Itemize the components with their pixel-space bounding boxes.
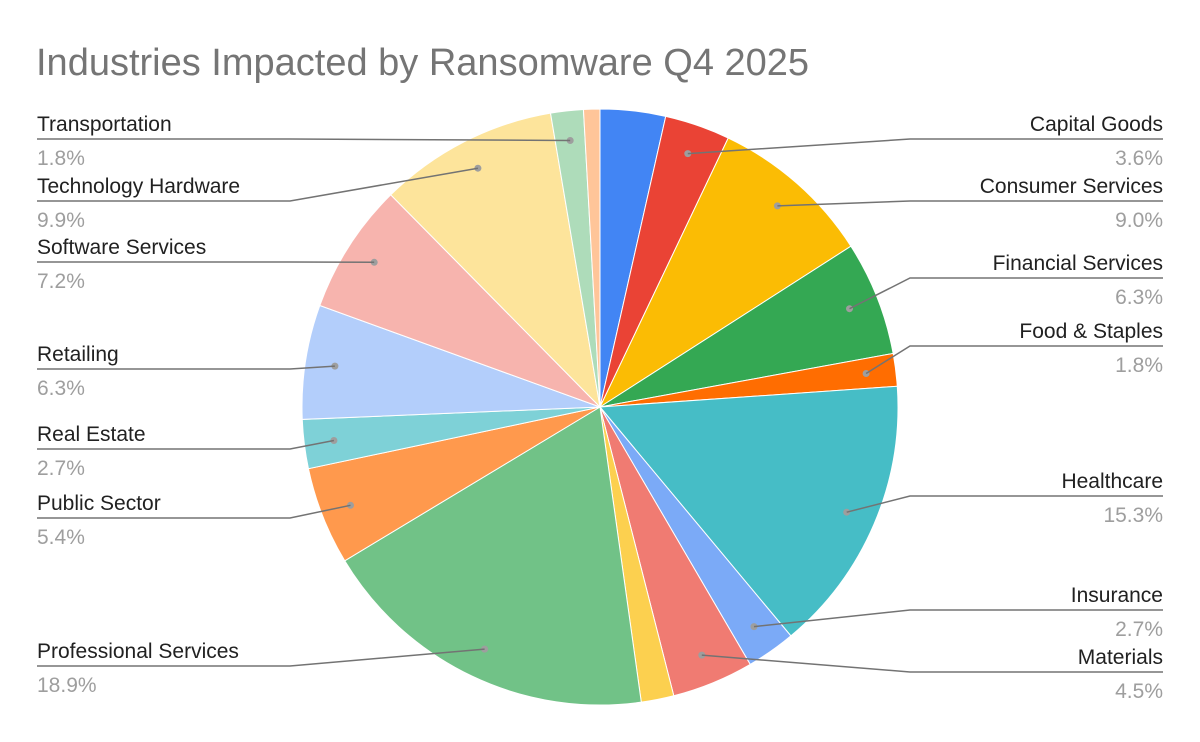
pie-slice-16 (582, 108, 601, 408)
slice-percent-real-estate: 2.7% (37, 457, 85, 480)
leader-line-14 (37, 167, 479, 202)
leader-line-15 (37, 138, 571, 142)
slice-label-retailing: Retailing (37, 343, 119, 366)
slice-percent-professional-services: 18.9% (37, 674, 97, 697)
slice-label-capital-goods: Capital Goods (1030, 113, 1163, 136)
leader-line-2 (777, 200, 1163, 207)
slice-label-consumer-services: Consumer Services (980, 175, 1163, 198)
leader-line-4 (865, 345, 1163, 375)
chart-title: Industries Impacted by Ransomware Q4 202… (36, 42, 809, 84)
slice-labels: Capital Goods 3.6% Consumer Services 9.0% Fi… (37, 113, 1163, 703)
leader-lines (37, 137, 1163, 673)
slice-percent-materials: 4.5% (1115, 680, 1163, 703)
slice-label-technology-hardware: Technology Hardware (37, 175, 240, 198)
slice-label-healthcare: Healthcare (1061, 470, 1163, 493)
slice-percent-insurance: 2.7% (1115, 618, 1163, 641)
slice-percent-capital-goods: 3.6% (1115, 147, 1163, 170)
slice-label-food-and-staples: Food & Staples (1019, 320, 1163, 343)
leader-line-9 (37, 648, 485, 667)
slice-percent-consumer-services: 9.0% (1115, 209, 1163, 232)
pie-slice-5 (598, 385, 899, 637)
slice-percent-healthcare: 15.3% (1103, 504, 1163, 527)
slice-label-financial-services: Financial Services (993, 252, 1163, 275)
pie-slice-14 (390, 112, 601, 409)
slice-percent-public-sector: 5.4% (37, 526, 85, 549)
leader-line-1 (687, 138, 1163, 155)
pie-slice-9 (344, 406, 642, 706)
leader-dot-5 (843, 508, 851, 516)
slice-label-public-sector: Public Sector (37, 492, 161, 515)
leader-line-5 (846, 495, 1163, 513)
slice-percent-financial-services: 6.3% (1115, 286, 1163, 309)
slice-percent-transportation: 1.8% (37, 147, 85, 170)
slice-label-professional-services: Professional Services (37, 640, 239, 663)
pie-slices (301, 108, 899, 706)
slice-label-real-estate: Real Estate (37, 423, 146, 446)
slice-label-materials: Materials (1078, 646, 1163, 669)
pie-slice-12 (301, 304, 601, 420)
slice-percent-food-and-staples: 1.8% (1115, 354, 1163, 377)
leader-line-11 (37, 439, 335, 450)
leader-line-12 (37, 365, 335, 370)
leader-line-6 (753, 609, 1163, 628)
slice-label-insurance: Insurance (1071, 584, 1163, 607)
leader-line-7 (701, 654, 1163, 673)
slice-label-software-services: Software Services (37, 236, 206, 259)
slice-label-transportation: Transportation (37, 113, 172, 136)
slice-percent-software-services: 7.2% (37, 270, 85, 293)
slice-percent-technology-hardware: 9.9% (37, 209, 85, 232)
leader-line-10 (37, 504, 351, 519)
pie-slice-13 (319, 194, 601, 408)
slice-percent-retailing: 6.3% (37, 377, 85, 400)
leader-line-3 (849, 277, 1163, 310)
